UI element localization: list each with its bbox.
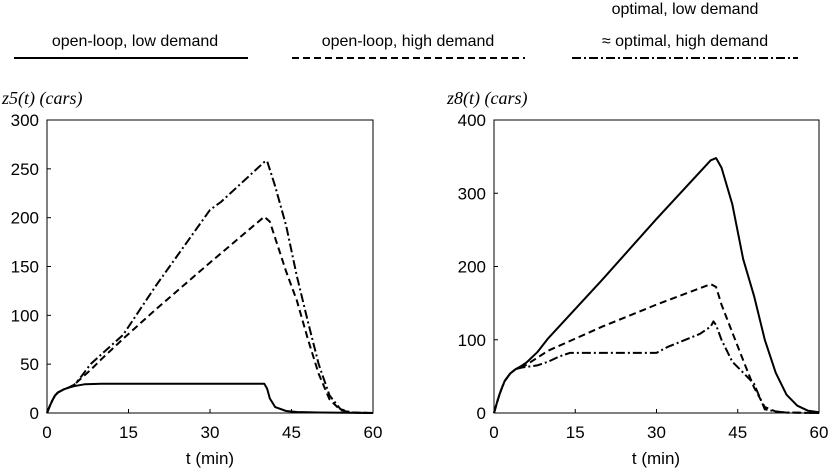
plot-frame-right	[493, 119, 820, 414]
ytick-label-1-2: 200	[458, 258, 486, 277]
ylabel-right: z8(t) (cars)	[446, 88, 527, 109]
ytick-label-1-1: 100	[458, 331, 486, 350]
legend-label-dashdot-line2: ≈ optimal, high demand	[602, 33, 768, 50]
chart-right: z8(t) (cars) 0 100 200 300 400 0 15 30 45 60 t (…	[446, 88, 828, 468]
legend: open-loop, low demand open-loop, high de…	[14, 1, 798, 59]
xtick-label-0-2: 30	[201, 423, 220, 442]
legend-label-dashed: open-loop, high demand	[322, 33, 495, 50]
xtick-label-0-4: 60	[364, 423, 383, 442]
xlabel-left: t (min)	[186, 449, 234, 468]
xtick-label-1-3: 45	[728, 423, 747, 442]
xtick-label-1-0: 0	[489, 423, 498, 442]
plot-frame-left	[46, 119, 374, 414]
ytick-label-0-0: 0	[30, 404, 39, 423]
ytick-label-1-4: 400	[458, 111, 486, 130]
xlabel-right: t (min)	[632, 449, 680, 468]
legend-label-solid: open-loop, low demand	[52, 33, 218, 50]
ytick-label-0-2: 100	[11, 306, 39, 325]
ytick-label-0-3: 150	[11, 258, 39, 277]
xtick-label-0-3: 45	[282, 423, 301, 442]
series-line-1-dashed	[493, 283, 820, 414]
chart-left: z5(t) (cars) 0 50 100 150 200 250 300 0 15 30 45 6…	[1, 88, 382, 468]
ytick-label-0-1: 50	[20, 355, 39, 374]
ylabel-left: z5(t) (cars)	[1, 88, 82, 109]
xtick-label-1-1: 15	[566, 423, 585, 442]
series-line-1-solid	[493, 157, 820, 414]
xtick-label-1-4: 60	[810, 423, 829, 442]
series-line-0-dashdot	[46, 160, 374, 414]
ylabel-left-text: z5(t) (cars)	[1, 88, 82, 109]
ytick-label-1-0: 0	[477, 404, 486, 423]
ytick-label-0-5: 250	[11, 160, 39, 179]
ylabel-right-text: z8(t) (cars)	[446, 88, 527, 109]
xtick-label-0-1: 15	[119, 423, 138, 442]
ytick-label-0-4: 200	[11, 209, 39, 228]
xtick-label-0-0: 0	[42, 423, 51, 442]
legend-label-dashdot-line1: optimal, low demand	[612, 1, 759, 18]
ytick-label-1-3: 300	[458, 184, 486, 203]
ytick-label-0-6: 300	[11, 111, 39, 130]
series-line-1-dashdot	[493, 320, 820, 414]
xtick-label-1-2: 30	[647, 423, 666, 442]
